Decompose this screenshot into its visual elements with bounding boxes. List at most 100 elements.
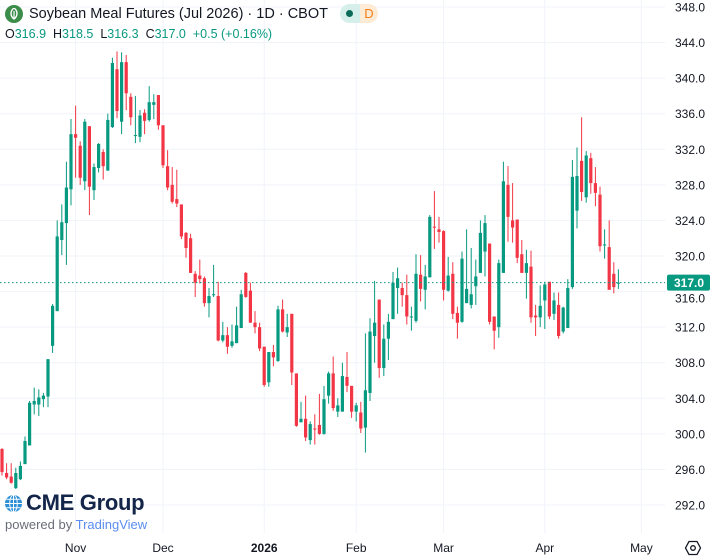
candle[interactable] — [400, 282, 404, 307]
symbol-title[interactable]: Soybean Meal Futures (Jul 2026) · 1D · C… — [29, 5, 328, 22]
candle[interactable] — [51, 304, 55, 353]
candle[interactable] — [359, 401, 363, 433]
candle[interactable] — [331, 356, 335, 411]
candle[interactable] — [382, 324, 386, 377]
candle[interactable] — [607, 220, 611, 290]
candle[interactable] — [83, 119, 87, 191]
candle[interactable] — [469, 248, 473, 309]
candle[interactable] — [363, 333, 367, 453]
candle[interactable] — [543, 281, 547, 329]
candle[interactable] — [313, 414, 317, 445]
candle[interactable] — [230, 324, 234, 348]
candle[interactable] — [423, 264, 427, 310]
candle[interactable] — [235, 306, 239, 344]
candle[interactable] — [9, 463, 13, 484]
candle[interactable] — [207, 288, 211, 318]
candle[interactable] — [152, 94, 156, 120]
candle[interactable] — [589, 152, 593, 194]
candle[interactable] — [511, 183, 515, 243]
candle[interactable] — [419, 255, 423, 302]
candle[interactable] — [97, 143, 101, 173]
candle[interactable] — [271, 344, 275, 367]
candle[interactable] — [115, 51, 119, 119]
candle[interactable] — [501, 161, 505, 273]
candle[interactable] — [69, 119, 73, 206]
candle[interactable] — [322, 385, 326, 435]
candle[interactable] — [179, 204, 183, 240]
candle[interactable] — [483, 215, 487, 277]
candle[interactable] — [552, 292, 556, 321]
candle[interactable] — [106, 113, 110, 171]
candle[interactable] — [603, 229, 607, 259]
candle[interactable] — [386, 313, 390, 361]
candle[interactable] — [92, 163, 96, 200]
candle[interactable] — [354, 402, 358, 422]
candle[interactable] — [0, 448, 4, 476]
candle[interactable] — [23, 436, 27, 465]
candle[interactable] — [405, 274, 409, 325]
candle[interactable] — [221, 321, 225, 343]
candle[interactable] — [460, 251, 464, 323]
candle[interactable] — [327, 371, 331, 404]
candle[interactable] — [18, 461, 22, 481]
candle[interactable] — [143, 109, 147, 135]
candle[interactable] — [478, 220, 482, 273]
candle[interactable] — [147, 86, 151, 122]
cme-tradingview-logo[interactable]: CME Group powered by TradingView — [4, 490, 147, 532]
candle[interactable] — [244, 272, 248, 298]
candle[interactable] — [225, 327, 229, 354]
candle[interactable] — [294, 373, 298, 427]
candle[interactable] — [28, 400, 32, 446]
candle[interactable] — [432, 191, 436, 249]
candle[interactable] — [428, 215, 432, 278]
candle[interactable] — [285, 313, 289, 337]
candle[interactable] — [570, 159, 574, 289]
candle[interactable] — [575, 147, 579, 229]
candle[interactable] — [290, 313, 294, 385]
candle[interactable] — [202, 276, 206, 307]
candle[interactable] — [120, 52, 124, 135]
candle[interactable] — [561, 306, 565, 334]
candle[interactable] — [350, 385, 354, 418]
candle[interactable] — [580, 117, 584, 201]
candle[interactable] — [166, 150, 170, 191]
candle[interactable] — [41, 392, 45, 408]
candle[interactable] — [262, 346, 266, 387]
candle[interactable] — [46, 359, 50, 408]
candle[interactable] — [377, 299, 381, 378]
candle[interactable] — [391, 272, 395, 320]
candle[interactable] — [547, 281, 551, 320]
candle[interactable] — [189, 233, 193, 273]
candle[interactable] — [253, 311, 257, 334]
candle[interactable] — [534, 304, 538, 337]
candle[interactable] — [492, 316, 496, 350]
candle[interactable] — [598, 186, 602, 252]
candle[interactable] — [474, 259, 478, 305]
market-status-badge[interactable]: D — [339, 4, 378, 23]
candle[interactable] — [281, 299, 285, 333]
candle[interactable] — [78, 141, 82, 185]
candle[interactable] — [442, 230, 446, 301]
candle[interactable] — [32, 387, 36, 415]
candle[interactable] — [520, 239, 524, 273]
candle[interactable] — [584, 151, 588, 203]
candle[interactable] — [308, 421, 312, 445]
candle[interactable] — [304, 395, 308, 441]
candle[interactable] — [538, 285, 542, 328]
candle[interactable] — [170, 167, 174, 204]
candle[interactable] — [488, 243, 492, 325]
gear-icon[interactable] — [684, 539, 702, 557]
candle[interactable] — [156, 95, 160, 130]
candle[interactable] — [497, 259, 501, 338]
candle[interactable] — [557, 292, 561, 339]
candle[interactable] — [184, 231, 188, 258]
candle[interactable] — [336, 398, 340, 417]
candle[interactable] — [60, 204, 64, 256]
candle[interactable] — [175, 169, 179, 208]
candle[interactable] — [87, 126, 91, 216]
candle[interactable] — [299, 401, 303, 423]
candle[interactable] — [373, 280, 377, 363]
candle[interactable] — [74, 105, 78, 178]
candle[interactable] — [396, 267, 400, 314]
candle[interactable] — [198, 259, 202, 284]
